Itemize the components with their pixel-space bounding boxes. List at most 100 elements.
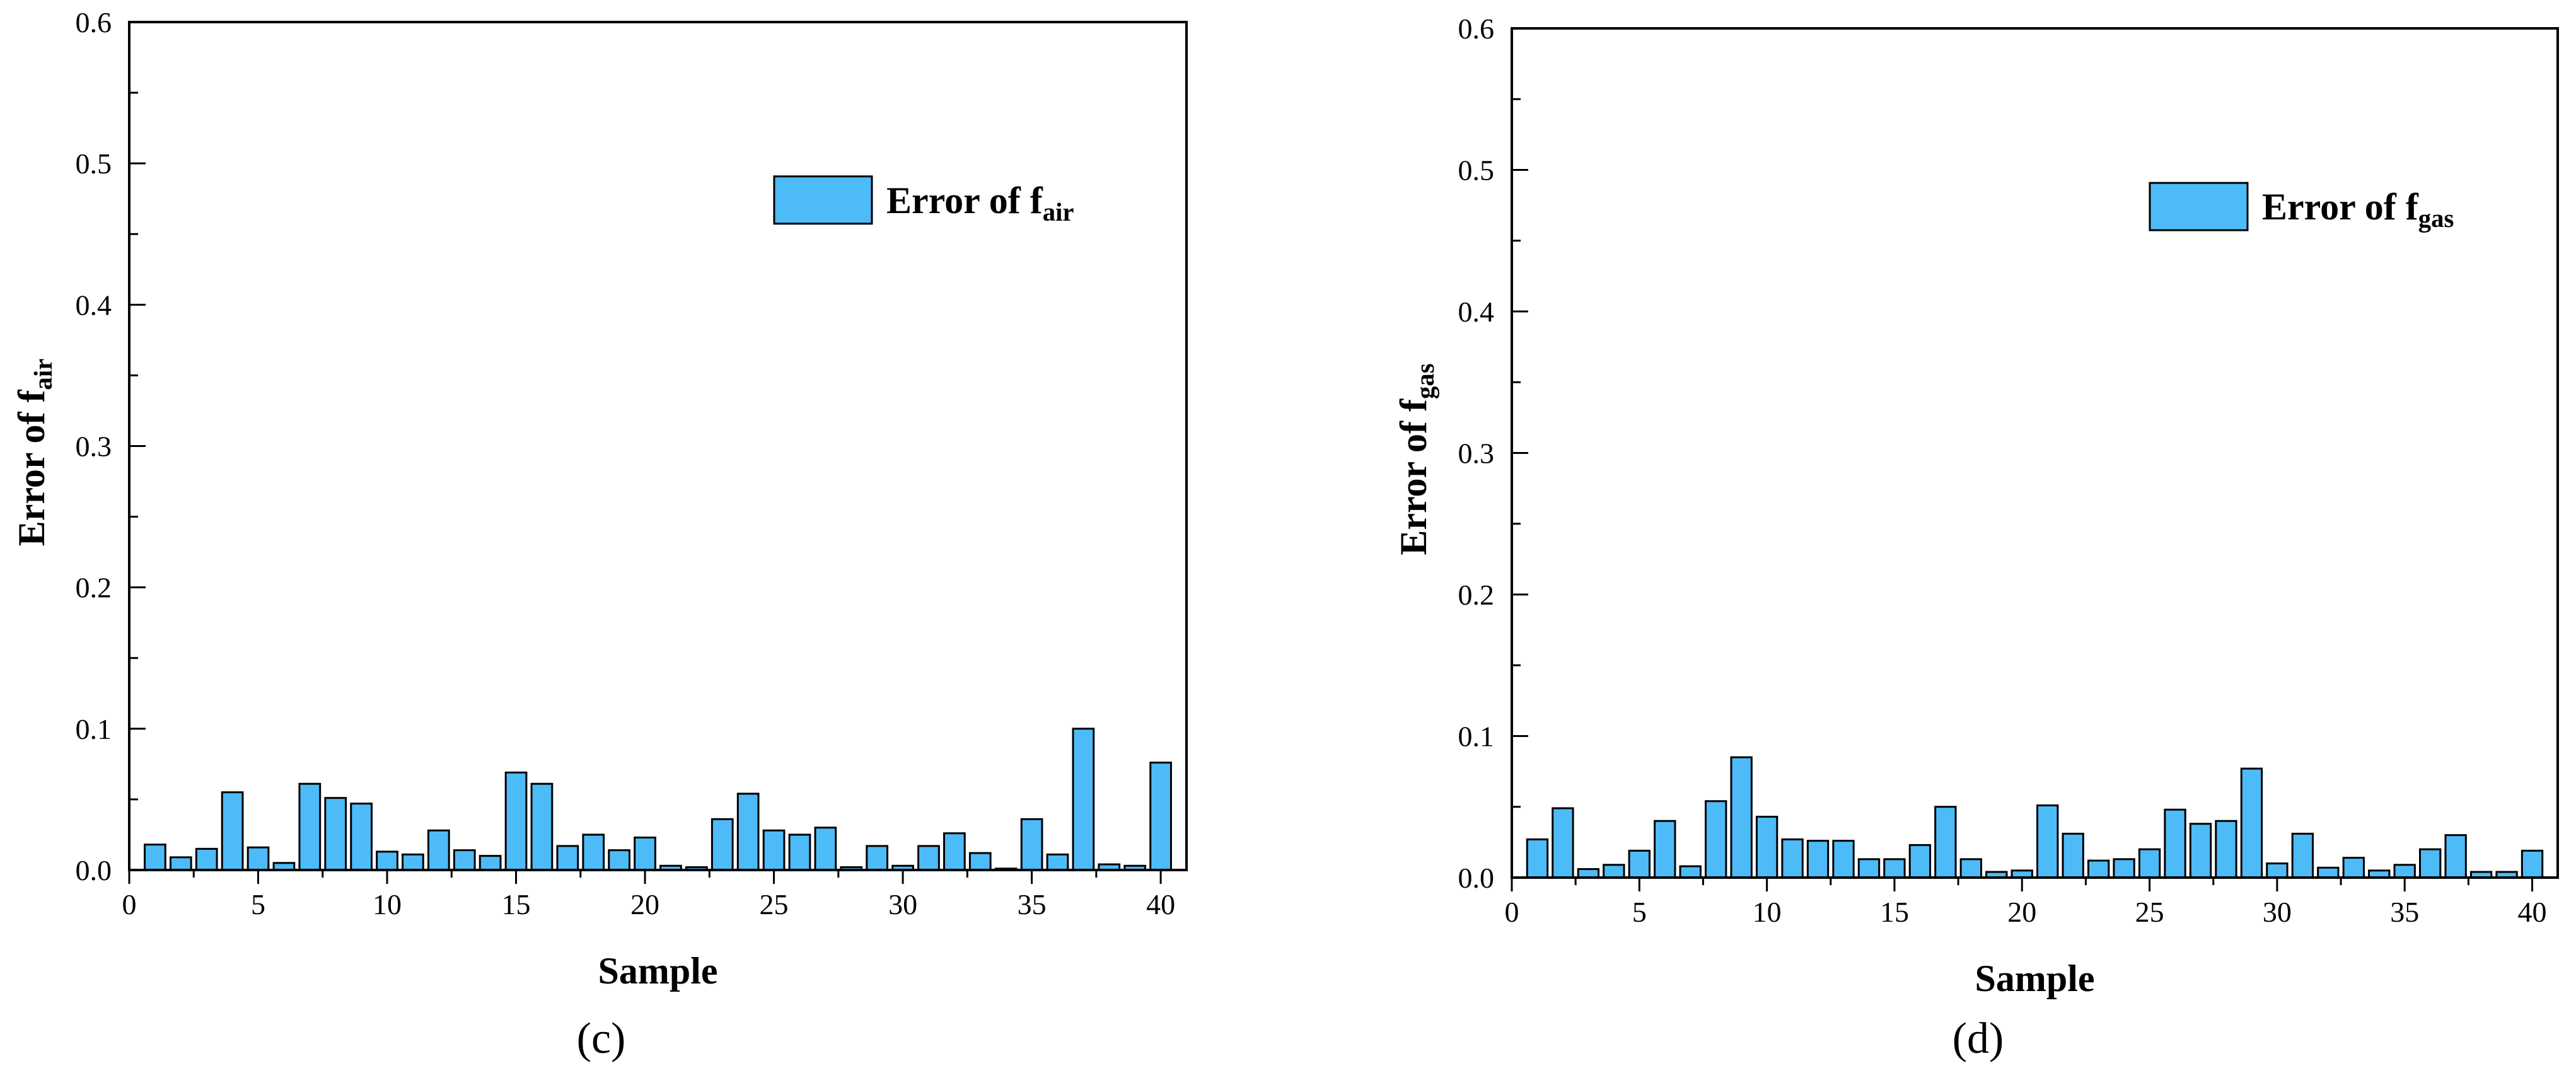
x-tick-label: 20 <box>2007 896 2036 928</box>
x-tick-label: 40 <box>2518 896 2547 928</box>
bar-sample-23 <box>711 818 734 871</box>
x-tick-label: 15 <box>1880 896 1909 928</box>
bar-sample-37 <box>1072 728 1095 871</box>
bar-sample-28 <box>2215 820 2237 879</box>
bar-sample-15 <box>504 771 528 871</box>
bar-sample-17 <box>1934 806 1957 879</box>
bar-sample-9 <box>350 803 373 871</box>
bar-sample-21 <box>2036 804 2059 879</box>
y-tick-label: 0.0 <box>76 854 112 886</box>
y-tick-label: 0.3 <box>76 431 112 463</box>
bar-sample-31 <box>917 845 940 871</box>
x-tick-label: 5 <box>251 888 265 920</box>
y-axis-title: Error of fgas <box>1393 363 1439 555</box>
bar-sample-26 <box>2164 808 2186 879</box>
y-tick-label: 0.1 <box>76 713 112 745</box>
bar-sample-22 <box>2062 832 2084 879</box>
legend-label-subscript: gas <box>2418 204 2454 233</box>
bar-sample-4 <box>1603 864 1625 879</box>
bar-sample-31 <box>2291 832 2314 879</box>
bar-sample-3 <box>195 847 218 871</box>
bar-sample-13 <box>1832 840 1855 879</box>
bar-sample-2 <box>1552 807 1574 879</box>
bar-sample-1 <box>1526 838 1549 879</box>
bar-sample-14 <box>1857 858 1881 879</box>
legend-label-subscript: air <box>1043 198 1074 226</box>
plot-frame <box>1511 27 2559 879</box>
x-tick-label: 20 <box>630 888 659 920</box>
bar-sample-24 <box>736 792 760 871</box>
bar-sample-1 <box>144 844 166 871</box>
y-tick-label: 0.2 <box>76 572 112 604</box>
legend-label-base: Error of f <box>886 180 1043 221</box>
bar-sample-11 <box>402 853 424 871</box>
x-tick-label: 0 <box>122 888 137 920</box>
bar-sample-23 <box>2087 859 2110 879</box>
x-tick-label: 15 <box>502 888 531 920</box>
bar-sample-32 <box>943 832 966 871</box>
bar-sample-13 <box>453 849 476 871</box>
chart-panel-d: 0.0 0.1 0.2 0.3 0.4 0.5 0.6 0 5 10 15 20 25 30 35 40 Sam… <box>1393 13 2559 1063</box>
bar-sample-29 <box>2240 767 2263 879</box>
x-axis-title: Sample <box>598 950 717 992</box>
x-axis-title: Sample <box>1975 958 2094 999</box>
y-axis-title-subscript: gas <box>1411 363 1439 399</box>
y-axis-title-base: Error of f <box>11 390 52 547</box>
bar-sample-7 <box>298 782 322 871</box>
bar-sample-10 <box>376 850 398 871</box>
bar-sample-20 <box>634 836 656 871</box>
bar-sample-14 <box>479 855 502 871</box>
legend-label: Error of fair <box>886 180 1074 226</box>
y-tick-label: 0.5 <box>76 148 112 180</box>
x-tick-label: 10 <box>1753 896 1782 928</box>
bar-sample-16 <box>1908 844 1932 879</box>
chart-panel-c: 0.0 0.1 0.2 0.3 0.4 0.5 0.6 0 5 10 15 20 25 30 35 40 Sam… <box>11 6 1188 1063</box>
x-tick-label: 40 <box>1146 888 1175 920</box>
y-tick-label: 0.3 <box>1458 438 1495 470</box>
bar-sample-15 <box>1883 858 1906 879</box>
legend-swatch <box>2149 182 2249 231</box>
y-tick-label: 0.0 <box>1458 862 1495 894</box>
y-tick-label: 0.1 <box>1458 721 1495 753</box>
bar-sample-5 <box>1628 849 1651 879</box>
y-tick-label: 0.6 <box>76 6 112 38</box>
bar-sample-12 <box>1806 840 1830 879</box>
x-tick-label: 25 <box>2135 896 2164 928</box>
bar-sample-36 <box>1046 853 1069 871</box>
plot-frame <box>128 21 1188 871</box>
y-axis-title: Error of fair <box>11 359 57 547</box>
x-tick-label: 10 <box>373 888 402 920</box>
bar-sample-32 <box>2317 866 2340 879</box>
bar-sample-19 <box>608 849 631 871</box>
bar-sample-33 <box>968 852 992 871</box>
bar-sample-27 <box>814 827 837 871</box>
legend-label-base: Error of f <box>2262 186 2419 228</box>
bar-sample-16 <box>530 782 554 871</box>
bar-sample-25 <box>2138 848 2161 879</box>
bar-sample-18 <box>1959 858 1983 879</box>
bar-sample-27 <box>2189 823 2212 879</box>
bar-sample-26 <box>788 833 811 871</box>
bar-sample-29 <box>866 845 889 871</box>
bar-sample-37 <box>2444 834 2467 879</box>
bar-sample-40 <box>1149 762 1172 871</box>
bar-sample-7 <box>1679 865 1702 879</box>
x-tick-label: 30 <box>2263 896 2292 928</box>
bar-sample-25 <box>762 829 786 871</box>
y-tick-label: 0.2 <box>1458 579 1495 611</box>
bar-sample-30 <box>2266 862 2289 879</box>
y-tick-label: 0.4 <box>76 289 112 321</box>
y-tick-label: 0.6 <box>1458 13 1495 45</box>
y-axis-title-subscript: air <box>29 359 57 390</box>
bar-sample-10 <box>1755 815 1778 879</box>
x-tick-label: 30 <box>888 888 917 920</box>
x-tick-label: 35 <box>1018 888 1047 920</box>
bar-sample-8 <box>1705 800 1727 879</box>
bar-sample-36 <box>2418 848 2442 879</box>
legend-label: Error of fgas <box>2262 186 2454 233</box>
bar-sample-8 <box>324 797 347 871</box>
x-tick-label: 0 <box>1505 896 1519 928</box>
bar-sample-40 <box>2521 849 2544 879</box>
y-tick-label: 0.4 <box>1458 296 1495 328</box>
bar-sample-12 <box>427 829 450 871</box>
